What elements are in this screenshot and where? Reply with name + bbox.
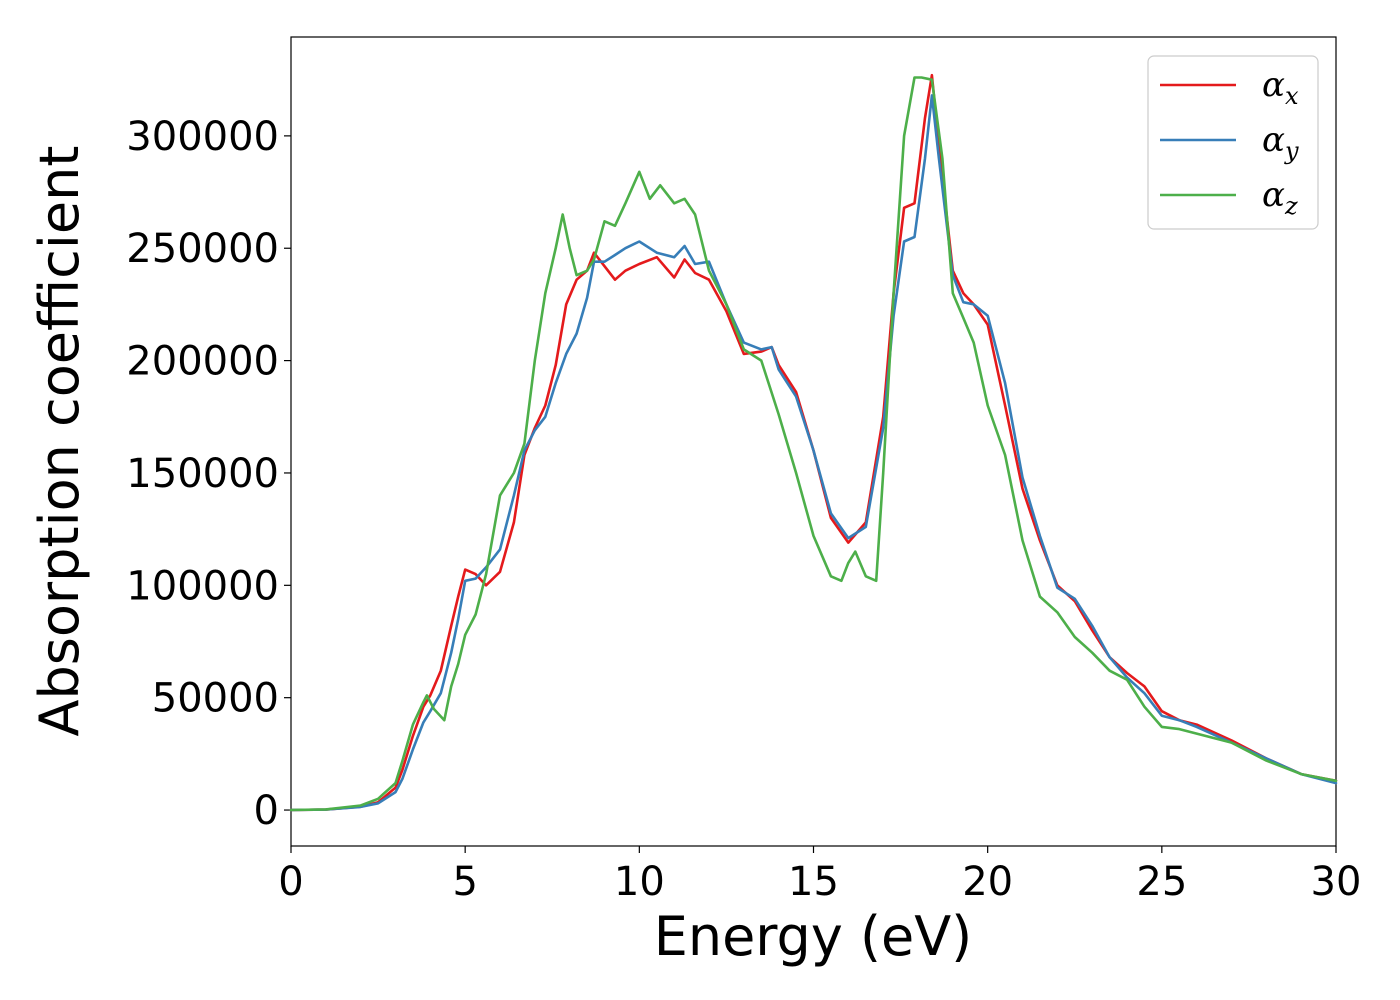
y-tick-label: 100000 xyxy=(126,563,279,609)
series-layer xyxy=(289,73,1338,812)
series-line-z xyxy=(289,76,1338,812)
y-axis-title: Absorption coefficient xyxy=(28,146,91,737)
x-tick-label: 5 xyxy=(452,859,477,905)
y-tick-label: 50000 xyxy=(152,676,279,722)
x-tick-label: 25 xyxy=(1136,859,1187,905)
x-axis-title: Energy (eV) xyxy=(654,905,973,968)
y-tick-label: 0 xyxy=(254,788,279,834)
legend-label-x: αx xyxy=(1262,65,1299,110)
y-tick-label: 250000 xyxy=(126,226,279,272)
y-tick-label: 150000 xyxy=(126,451,279,497)
x-tick-label: 0 xyxy=(278,859,303,905)
x-tick-label: 30 xyxy=(1311,859,1362,905)
y-tick-label: 200000 xyxy=(126,339,279,385)
y-tick-label: 300000 xyxy=(126,114,279,160)
legend: αx αy αz xyxy=(1147,55,1319,230)
x-tick-label: 15 xyxy=(788,859,839,905)
x-axis: 0 5 10 15 20 25 30 xyxy=(278,846,1361,905)
x-tick-label: 20 xyxy=(962,859,1013,905)
legend-box xyxy=(1147,55,1319,230)
legend-label-z: αz xyxy=(1262,175,1298,220)
y-axis: 0 50000 100000 150000 200000 250000 300000 xyxy=(126,114,291,834)
legend-label-y: αy xyxy=(1262,120,1299,165)
series-line-y xyxy=(289,94,1338,812)
x-tick-label: 10 xyxy=(614,859,665,905)
